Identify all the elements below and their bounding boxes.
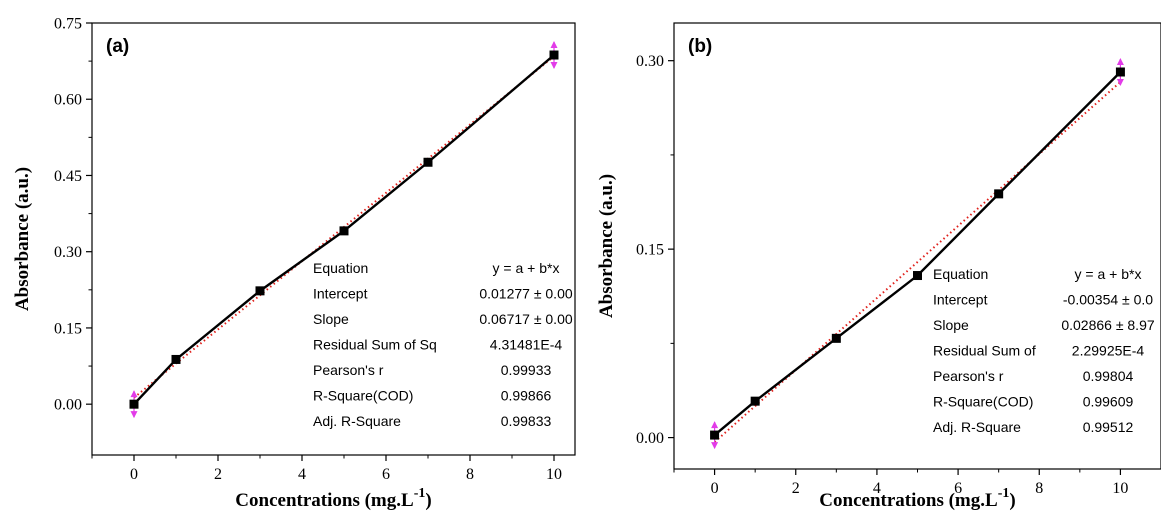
y-tick-label: 0.45 <box>54 168 82 185</box>
data-point <box>994 189 1004 199</box>
y-tick-label: 0.30 <box>54 244 82 261</box>
y-tick-label: 0.15 <box>54 320 82 337</box>
plot-frame <box>91 22 576 456</box>
fit-table-row-value: 0.99833 <box>501 413 552 429</box>
data-point <box>710 430 720 440</box>
y-tick-label: 0.75 <box>54 16 82 33</box>
panel-label: (b) <box>688 36 712 57</box>
data-line <box>713 71 1122 436</box>
x-axis-label: Concentrations (mg.L-1) <box>235 486 431 511</box>
x-tick-label: 4 <box>873 480 881 497</box>
data-point <box>129 399 139 409</box>
fit-table-row-label: Pearson's r <box>933 368 1004 384</box>
error-bar-cap-up <box>550 41 558 49</box>
fit-table-row-label: Intercept <box>933 292 988 308</box>
error-bar-cap-down <box>711 442 719 450</box>
fit-table-row-value: 0.01277 ± 0.00 <box>479 286 573 302</box>
error-bar-cap-up <box>1116 57 1124 65</box>
data-line <box>133 54 555 405</box>
x-axis-label: Concentrations (mg.L-1) <box>819 486 1015 511</box>
y-tick-label: 0.60 <box>54 92 82 109</box>
x-tick-label: 8 <box>466 466 474 483</box>
fit-table-row-value: 0.99866 <box>501 388 552 404</box>
fit-table-row-label: R-Square(COD) <box>313 388 413 404</box>
fit-line <box>713 81 1122 443</box>
x-tick-label: 6 <box>954 480 962 497</box>
x-axis-label-close: ) <box>1009 490 1015 511</box>
fit-table-row-value: 2.29925E-4 <box>1072 343 1145 359</box>
x-tick-label: 8 <box>1035 480 1043 497</box>
data-point <box>423 157 433 167</box>
error-bar-cap-down <box>550 62 558 70</box>
x-axis-label-superscript: -1 <box>998 486 1010 501</box>
y-axis-label: Absorbance (a.u.) <box>12 167 33 311</box>
error-bar-cap-down <box>130 411 138 419</box>
data-point <box>171 354 181 364</box>
fit-table-header-label: Equation <box>313 260 368 276</box>
fit-table-row-value: 0.99609 <box>1083 394 1134 410</box>
data-point <box>831 333 841 343</box>
x-axis-label-close: ) <box>425 490 431 511</box>
y-tick-label: 0.00 <box>54 397 82 414</box>
data-point <box>913 271 922 281</box>
fit-table-header-value: y = a + b*x <box>493 260 560 276</box>
y-tick-label: 0.15 <box>636 242 664 259</box>
error-bar-cap-up <box>130 390 138 398</box>
x-tick-label: 2 <box>214 466 222 483</box>
fit-table-row-value: 0.99933 <box>501 362 552 378</box>
error-bar-cap-up <box>711 421 719 429</box>
fit-table-row-value: 4.31481E-4 <box>490 337 563 353</box>
fit-table-header-value: y = a + b*x <box>1075 266 1142 282</box>
data-point <box>1115 67 1125 77</box>
x-tick-label: 0 <box>711 480 719 497</box>
x-tick-label: 6 <box>382 466 390 483</box>
x-tick-label: 10 <box>1112 480 1128 497</box>
chart-panel-a: 0 2 4 6 8 10 0.00 0.15 0.30 0.45 0.60 0.75 (a) Absorb… <box>12 16 576 511</box>
fit-table-row-value: 0.02866 ± 8.97 <box>1061 317 1155 333</box>
data-point <box>255 286 265 296</box>
fit-table-row-label: Slope <box>933 317 969 333</box>
y-axis-label: Absorbance (a.u.) <box>596 174 617 318</box>
fit-table-row-label: Residual Sum of Sq <box>313 337 437 353</box>
fit-table-header-label: Equation <box>933 266 988 282</box>
x-axis-label-text: Concentrations (mg.L <box>819 490 997 511</box>
panel-label: (a) <box>106 36 129 57</box>
fit-table-row-label: Slope <box>313 311 349 327</box>
fit-table-row-label: Intercept <box>313 286 368 302</box>
error-bar-cap-down <box>1116 78 1124 86</box>
y-tick-label: 0.00 <box>636 430 664 447</box>
fit-table-row-label: R-Square(COD) <box>933 394 1033 410</box>
fit-table-row-value: 0.06717 ± 0.00 <box>479 311 573 327</box>
x-axis-label-superscript: -1 <box>414 486 426 501</box>
fit-table-row-value: -0.00354 ± 0.0 <box>1063 292 1153 308</box>
x-tick-label: 10 <box>546 466 562 483</box>
x-tick-label: 4 <box>298 466 306 483</box>
fit-table-row-label: Adj. R-Square <box>313 413 401 429</box>
data-point <box>549 50 559 60</box>
data-point <box>750 396 760 406</box>
x-tick-label: 0 <box>130 466 138 483</box>
fit-table-row-value: 0.99512 <box>1083 419 1134 435</box>
chart-panel-b: 0 2 4 6 8 10 0.00 0.15 0.30 (b) Absorbance (a.u.) C… <box>596 22 1161 511</box>
fit-table-row-value: 0.99804 <box>1083 368 1134 384</box>
fit-table-row-label: Residual Sum of <box>933 343 1036 359</box>
data-point <box>339 226 349 236</box>
fit-table-row-label: Adj. R-Square <box>933 419 1021 435</box>
x-axis-label-text: Concentrations (mg.L <box>235 490 413 511</box>
fit-table-row-label: Pearson's r <box>313 362 384 378</box>
x-tick-label: 2 <box>792 480 800 497</box>
y-tick-label: 0.30 <box>636 53 664 70</box>
